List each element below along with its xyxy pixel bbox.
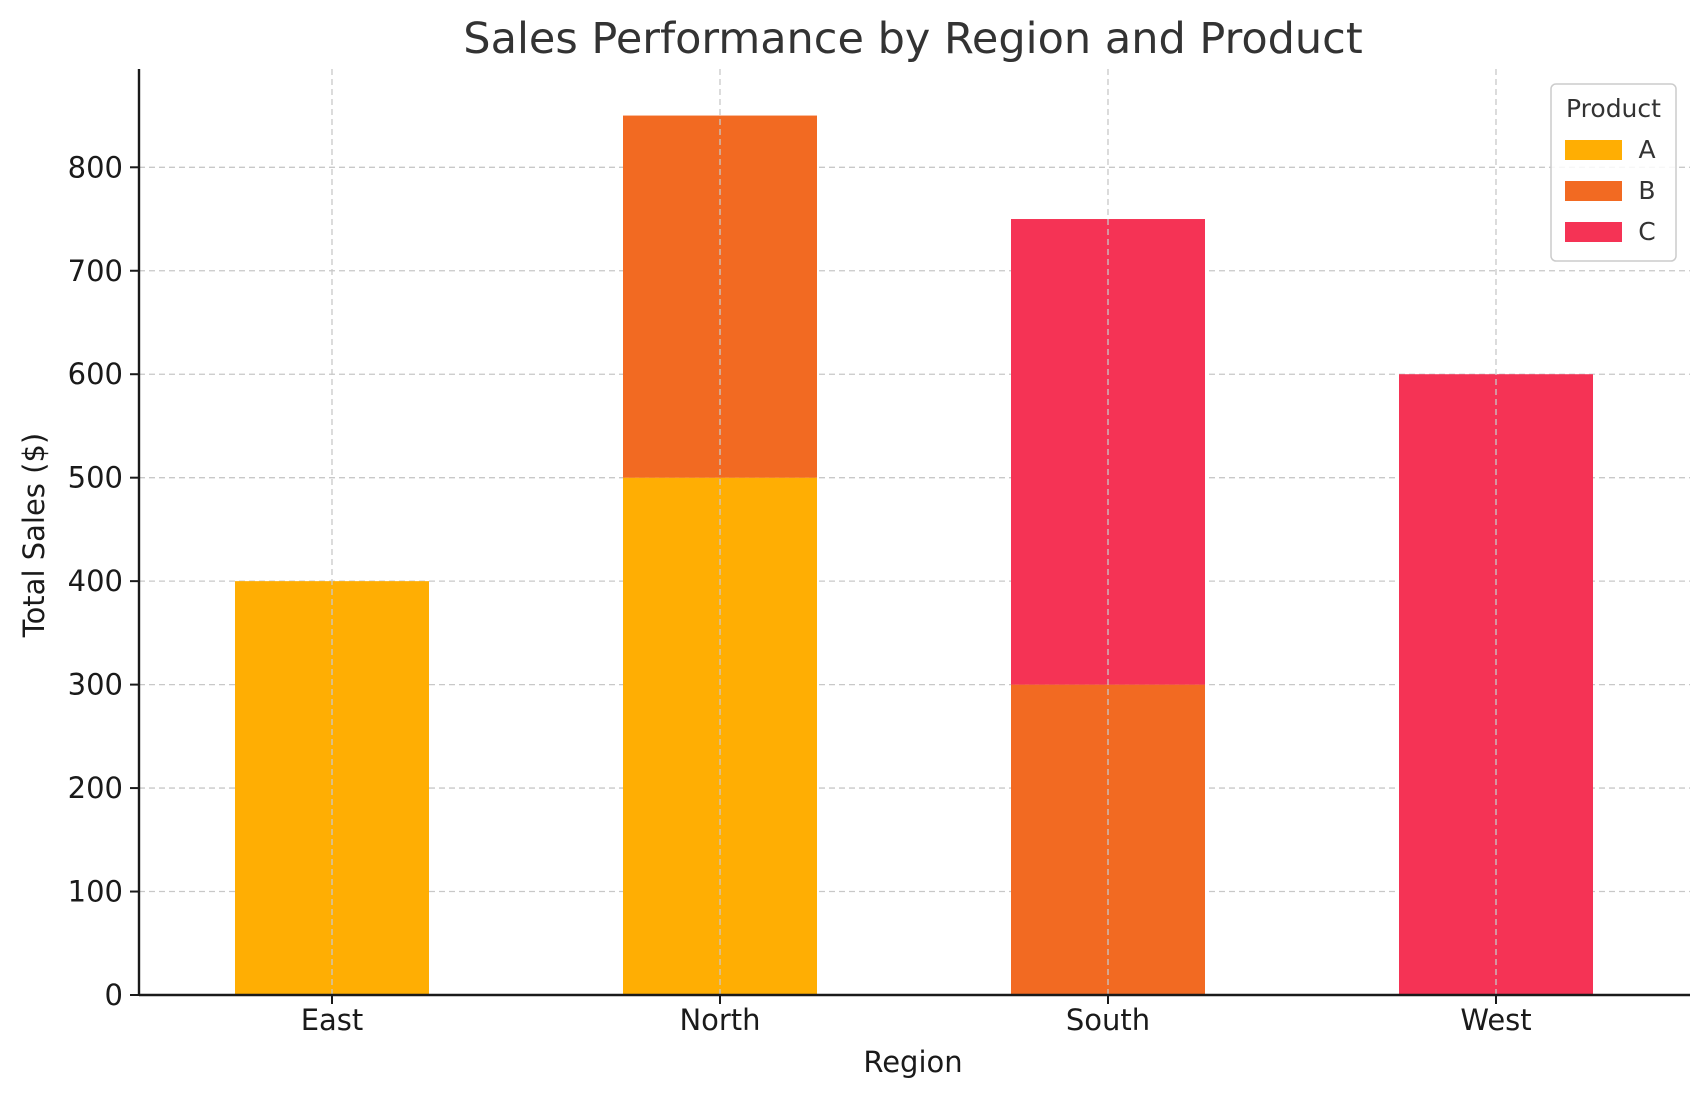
y-tick-label: 200 <box>68 771 123 805</box>
axes-layer <box>137 69 1690 997</box>
y-tick-label: 700 <box>68 254 123 288</box>
legend-swatch-b <box>1565 181 1622 201</box>
x-tick-label: South <box>1066 1003 1150 1037</box>
legend: Product ABC <box>1550 83 1677 262</box>
y-tick-label: 500 <box>68 461 123 495</box>
bar-north-a <box>623 477 817 996</box>
bars-layer <box>235 69 1593 996</box>
bar-north-b <box>623 115 817 478</box>
legend-swatch-c <box>1565 222 1622 242</box>
legend-label-a: A <box>1638 135 1655 164</box>
legend-box <box>1550 83 1677 262</box>
x-tick-label: North <box>679 1003 760 1037</box>
x-tick-label: East <box>301 1003 364 1037</box>
x-tick-label: West <box>1460 1003 1531 1037</box>
legend-title: Product <box>1566 94 1661 123</box>
y-tick-label: 800 <box>68 150 123 184</box>
ticks-layer: 0 100 200 300 400 500 600 700 800 East North South W… <box>68 150 1532 1037</box>
y-tick-label: 0 <box>105 978 123 1012</box>
y-axis-title: Total Sales ($) <box>17 433 51 638</box>
y-tick-label: 600 <box>68 357 123 391</box>
y-tick-label: 100 <box>68 875 123 909</box>
legend-label-c: C <box>1638 217 1655 246</box>
x-axis-title: Region <box>863 1045 962 1079</box>
legend-label-b: B <box>1638 176 1655 205</box>
chart-title: Sales Performance by Region and Product <box>463 14 1362 64</box>
legend-swatch-a <box>1565 140 1622 160</box>
y-tick-label: 400 <box>68 564 123 598</box>
y-tick-label: 300 <box>68 668 123 702</box>
